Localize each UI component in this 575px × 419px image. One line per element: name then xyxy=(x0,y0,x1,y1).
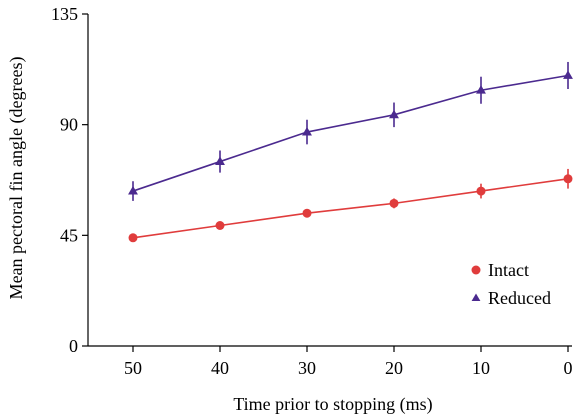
data-point-intact xyxy=(563,174,573,184)
data-point-reduced xyxy=(563,70,573,79)
legend: Intact Reduced xyxy=(471,260,551,308)
y-tick-label: 0 xyxy=(69,336,78,356)
x-axis-label: Time prior to stopping (ms) xyxy=(233,394,432,415)
data-point-reduced xyxy=(302,126,312,136)
data-point-intact xyxy=(389,198,399,208)
legend-label-reduced: Reduced xyxy=(488,288,551,308)
data-point-reduced xyxy=(128,185,138,195)
data-point-reduced xyxy=(476,85,486,94)
series-line-reduced xyxy=(132,74,569,192)
data-point-intact xyxy=(476,186,486,196)
x-tick-label: 0 xyxy=(564,358,573,378)
series-reduced xyxy=(128,61,573,201)
data-point-intact xyxy=(128,233,138,243)
data-point-reduced xyxy=(215,156,225,165)
axes xyxy=(87,14,572,347)
x-tick-label: 30 xyxy=(298,358,316,378)
legend-marker-reduced xyxy=(471,293,481,302)
series-intact xyxy=(128,168,573,243)
y-tick-label: 45 xyxy=(60,225,78,245)
data-point-intact xyxy=(215,220,225,230)
data-point-reduced xyxy=(389,109,399,119)
x-tick-label: 20 xyxy=(385,358,403,378)
y-axis-label: Mean pectoral fin angle (degrees) xyxy=(6,57,27,300)
x-tick-label: 50 xyxy=(124,358,142,378)
x-tick-label: 40 xyxy=(211,358,229,378)
data-point-intact xyxy=(302,208,312,218)
legend-marker-intact xyxy=(471,265,481,275)
series-layer xyxy=(128,61,573,243)
y-tick-label: 90 xyxy=(60,115,78,135)
x-axis-ticks: 50 40 30 20 10 0 xyxy=(124,346,573,378)
legend-label-intact: Intact xyxy=(488,260,529,280)
y-axis-ticks: 0 45 90 135 xyxy=(51,4,88,356)
series-line-intact xyxy=(132,177,569,239)
y-tick-label: 135 xyxy=(51,4,78,24)
x-tick-label: 10 xyxy=(472,358,490,378)
